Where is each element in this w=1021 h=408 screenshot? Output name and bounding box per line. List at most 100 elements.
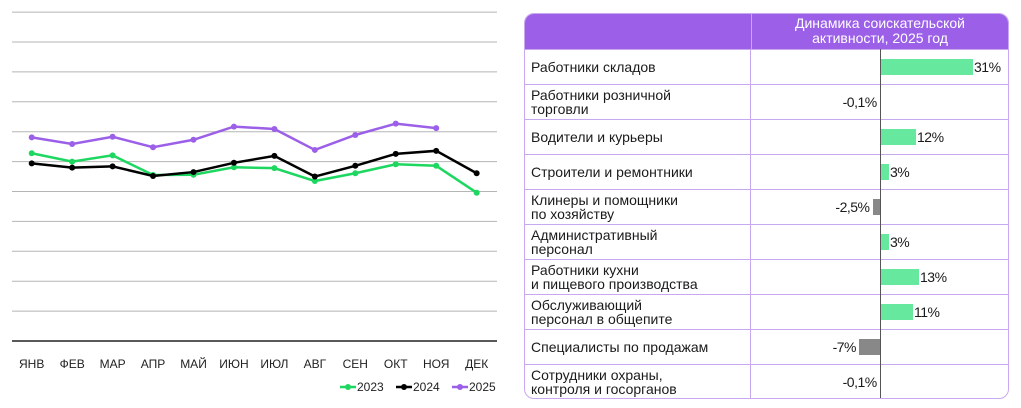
- table-row: Строители и ремонтники 3%: [525, 154, 1008, 189]
- row-label: Специалисты по продажам: [525, 330, 751, 364]
- row-value-cell: -0,1%: [751, 85, 1008, 119]
- data-point-2023: [28, 150, 35, 157]
- x-tick-label: ИЮН: [219, 357, 248, 371]
- data-point-2023: [473, 189, 480, 196]
- series-line-2023: [31, 152, 478, 194]
- x-tick-label: АВГ: [304, 357, 327, 371]
- data-point-2024: [352, 162, 359, 169]
- row-label: Строители и ремонтники: [525, 155, 751, 189]
- bar-value-label: 31%: [974, 59, 1001, 75]
- bar: [859, 339, 880, 355]
- x-tick-label: МАЙ: [180, 356, 207, 371]
- row-label: Работники розничной торговли: [525, 85, 751, 119]
- data-point-2025: [28, 134, 35, 141]
- data-point-2025: [311, 146, 318, 153]
- series-line-2024: [31, 149, 478, 178]
- data-point-2025: [109, 133, 116, 140]
- header-empty-cell: [525, 14, 752, 49]
- line-chart: ЯНВ ФЕВ МАР АПР МАЙ ИЮН ИЮЛ АВГ СЕН ОКТ НОЯ ДЕК 2023…: [12, 11, 497, 394]
- table-row: Сотрудники охраны, контроля и госорганов…: [525, 364, 1008, 398]
- legend-marker: [457, 384, 463, 390]
- x-tick-label: НОЯ: [423, 357, 449, 371]
- row-value-cell: 12%: [751, 120, 1008, 154]
- row-value-cell: -2,5%: [751, 190, 1008, 224]
- row-label: Обслуживающий персонал в общепите: [525, 295, 751, 329]
- activity-table: Динамика соискательской активности, 2025…: [524, 13, 1009, 399]
- x-tick-label: ИЮЛ: [260, 357, 288, 371]
- table-row: Обслуживающий персонал в общепите 11%: [525, 294, 1008, 329]
- row-label: Сотрудники охраны, контроля и госорганов: [525, 365, 751, 398]
- data-point-2025: [271, 126, 278, 133]
- row-value-cell: -0,1%: [751, 365, 1008, 398]
- table-row: Клинеры и помощники по хозяйству -2,5%: [525, 189, 1008, 224]
- row-value-cell: 11%: [751, 295, 1008, 329]
- data-point-2023: [109, 152, 116, 159]
- data-point-2024: [473, 170, 480, 177]
- row-value-cell: 13%: [751, 260, 1008, 294]
- zero-line: [880, 49, 881, 398]
- bar-value-label: 3%: [890, 234, 910, 250]
- data-point-2023: [271, 165, 278, 172]
- row-value-cell: -7%: [751, 330, 1008, 364]
- data-point-2025: [352, 131, 359, 138]
- x-tick-label: ЯНВ: [19, 357, 44, 371]
- table-title: Динамика соискательской активности, 2025…: [795, 15, 965, 46]
- bar: [880, 269, 919, 285]
- data-point-2024: [433, 147, 440, 154]
- legend-label-2023: 2023: [357, 380, 384, 394]
- data-point-2024: [109, 163, 116, 170]
- bar-value-label: -7%: [832, 339, 857, 355]
- data-point-2025: [433, 125, 440, 132]
- data-point-2024: [311, 173, 318, 180]
- row-value-cell: 3%: [751, 225, 1008, 259]
- data-point-2025: [190, 136, 197, 143]
- table-header: Динамика соискательской активности, 2025…: [525, 14, 1008, 49]
- data-point-2023: [433, 162, 440, 169]
- bar-value-label: 12%: [917, 129, 944, 145]
- data-point-2025: [69, 140, 76, 147]
- row-label: Клинеры и помощники по хозяйству: [525, 190, 751, 224]
- bar-value-label: 13%: [920, 269, 947, 285]
- row-label: Работники кухни и пищевого производства: [525, 260, 751, 294]
- x-tick-label: МАР: [100, 357, 126, 371]
- bar: [880, 59, 973, 75]
- x-tick-label: ДЕК: [465, 357, 488, 371]
- data-point-2023: [352, 170, 359, 177]
- data-point-2023: [69, 158, 76, 165]
- data-point-2023: [392, 161, 399, 168]
- bar: [880, 234, 889, 250]
- data-point-2024: [150, 172, 157, 179]
- bar-value-label: -2,5%: [835, 199, 870, 215]
- row-value-cell: 3%: [751, 155, 1008, 189]
- row-label: Водители и курьеры: [525, 120, 751, 154]
- x-tick-label: СЕН: [343, 357, 368, 371]
- table-row: Работники складов 31%: [525, 49, 1008, 84]
- data-point-2024: [392, 150, 399, 157]
- x-tick-label: ФЕВ: [60, 357, 85, 371]
- data-point-2025: [150, 144, 157, 151]
- bar: [880, 304, 913, 320]
- table-row: Специалисты по продажам -7%: [525, 329, 1008, 364]
- bar: [880, 164, 889, 180]
- bar-value-label: 11%: [914, 304, 940, 320]
- data-point-2024: [271, 152, 278, 159]
- legend-marker: [345, 384, 351, 390]
- legend-marker: [401, 384, 407, 390]
- row-label: Административный персонал: [525, 225, 751, 259]
- table-row: Работники кухни и пищевого производства 1…: [525, 259, 1008, 294]
- data-point-2024: [190, 169, 197, 176]
- data-point-2023: [311, 178, 318, 185]
- x-tick-label: ОКТ: [384, 357, 408, 371]
- row-label: Работники складов: [525, 50, 751, 84]
- row-value-cell: 31%: [751, 50, 1008, 84]
- bar-value-label: -0,1%: [842, 94, 878, 110]
- bar: [872, 199, 880, 215]
- table-row: Водители и курьеры 12%: [525, 119, 1008, 154]
- data-point-2024: [28, 160, 35, 167]
- bar: [880, 129, 916, 145]
- bar-value-label: 3%: [890, 164, 910, 180]
- legend-label-2025: 2025: [469, 380, 496, 394]
- data-point-2024: [69, 164, 76, 171]
- legend-label-2024: 2024: [413, 380, 440, 394]
- data-point-2023: [230, 164, 237, 171]
